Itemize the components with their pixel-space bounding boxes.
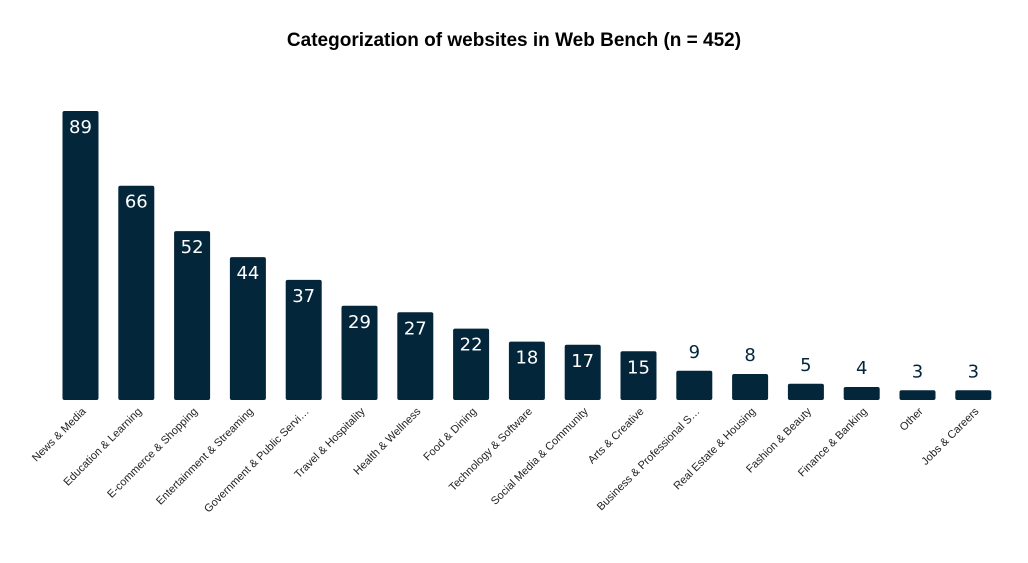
bar (732, 374, 769, 400)
bar (564, 344, 601, 400)
category-label: Arts & Creative (586, 406, 647, 467)
category-label: Other (898, 405, 926, 433)
chart-title: Categorization of websites in Web Bench … (286, 30, 742, 51)
bar-value-label: 9 (689, 342, 700, 363)
bar (787, 383, 824, 400)
category-label: E-commerce & Shopping (105, 406, 200, 501)
bar (676, 370, 713, 400)
bar-value-label: 5 (800, 355, 811, 376)
bar-value-label: 66 (125, 192, 148, 213)
category-label: Business & Professional S… (595, 406, 702, 513)
bar (620, 351, 657, 400)
bar-value-label: 8 (744, 345, 755, 366)
bar-value-label: 15 (627, 357, 650, 378)
bar (174, 231, 211, 400)
bar (118, 185, 155, 400)
bar (341, 305, 378, 400)
bar-value-label: 17 (571, 351, 594, 372)
bar (397, 312, 434, 400)
category-label: Jobs & Careers (919, 405, 981, 467)
bar-value-label: 44 (236, 263, 259, 284)
category-label: Entertainment & Streaming (154, 406, 256, 508)
bar-value-label: 3 (912, 361, 923, 382)
bar-value-label: 3 (968, 361, 979, 382)
bar-value-label: 37 (292, 286, 315, 307)
bar-value-label: 89 (69, 117, 92, 138)
bar-value-label: 4 (856, 358, 867, 379)
bar-value-label: 52 (181, 237, 204, 258)
category-label: Food & Dining (421, 406, 479, 464)
bar-value-label: 29 (348, 312, 371, 333)
bar (285, 279, 322, 400)
category-label: Government & Public Servi… (202, 406, 312, 516)
bar (62, 111, 99, 400)
bar (955, 390, 992, 400)
category-label: Social Media & Community (489, 405, 591, 507)
bar (899, 390, 936, 400)
bar (229, 257, 266, 400)
bar-value-label: 22 (460, 335, 483, 356)
bar-value-label: 27 (404, 318, 427, 339)
bar (453, 328, 490, 400)
category-label: News & Media (30, 405, 89, 464)
bar-value-label: 18 (515, 348, 538, 369)
bar (508, 341, 545, 400)
bar (843, 387, 880, 400)
